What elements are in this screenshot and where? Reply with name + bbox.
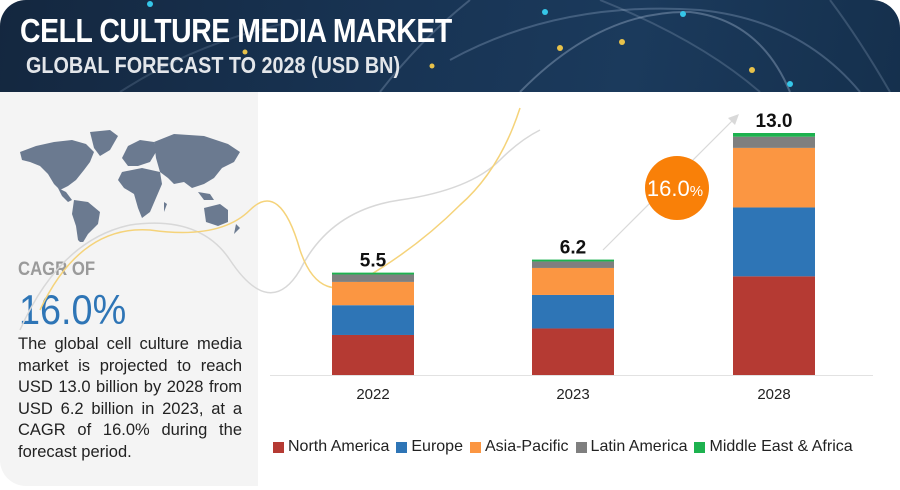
legend-item-north-america: North America bbox=[273, 438, 389, 456]
growth-badge: 16.0% bbox=[645, 156, 709, 220]
legend-item-asia-pacific: Asia-Pacific bbox=[469, 438, 569, 456]
legend-item-latin-america: Latin America bbox=[575, 438, 688, 456]
legend-label: North America bbox=[288, 438, 390, 455]
legend-label: Asia-Pacific bbox=[484, 438, 569, 455]
market-description: The global cell culture media market is … bbox=[18, 335, 242, 461]
legend-item-europe: Europe bbox=[396, 438, 463, 456]
bar-segment-2023-europe bbox=[532, 294, 614, 329]
bar-segment-2022-europe bbox=[332, 305, 414, 335]
legend-item-middle-east-africa: Middle East & Africa bbox=[694, 438, 853, 456]
growth-badge-circle bbox=[645, 156, 709, 220]
growth-arrow-head bbox=[728, 114, 739, 125]
legend-swatch bbox=[273, 441, 284, 453]
legend-swatch bbox=[469, 441, 481, 453]
total-label-2023: 6.2 bbox=[560, 238, 586, 259]
page-subtitle: GLOBAL FORECAST TO 2028 (USD BN) bbox=[26, 52, 401, 78]
bar-segment-2023-middle-east-africa bbox=[532, 259, 614, 262]
bar-segment-2028-north-america bbox=[733, 276, 815, 375]
total-label-2022: 5.5 bbox=[360, 251, 387, 272]
legend-label: Latin America bbox=[590, 438, 688, 455]
growth-badge-value: 16.0 bbox=[647, 176, 690, 201]
chart-legend: North America Europe Asia-Pacific Latin Ame… bbox=[273, 438, 853, 456]
total-label-2028: 13.0 bbox=[756, 111, 793, 132]
legend-label: Middle East & Africa bbox=[709, 438, 853, 455]
bar-segment-2028-europe bbox=[733, 207, 815, 277]
legend-swatch bbox=[694, 441, 706, 453]
fiber-optic-decoration bbox=[119, 0, 891, 92]
bar-segment-2022-asia-pacific bbox=[332, 281, 414, 306]
bar-segment-2022-latin-america bbox=[332, 274, 414, 282]
bar-segment-2028-latin-america bbox=[733, 136, 815, 148]
growth-badge-unit: % bbox=[690, 183, 703, 200]
bar-segment-2023-asia-pacific bbox=[532, 267, 614, 295]
bar-segment-2023-latin-america bbox=[532, 261, 614, 268]
bar-segment-2028-asia-pacific bbox=[733, 147, 815, 208]
legend-label: Europe bbox=[411, 438, 463, 455]
bar-segment-2022-middle-east-africa bbox=[332, 272, 414, 275]
bar-segment-2023-north-america bbox=[532, 328, 614, 375]
x-tick-label-2022: 2022 bbox=[356, 386, 389, 403]
legend-swatch bbox=[575, 441, 587, 453]
x-tick-label-2028: 2028 bbox=[757, 386, 790, 403]
growth-badge-text: 16.0% bbox=[647, 176, 703, 201]
bar-segment-2028-middle-east-africa bbox=[733, 133, 815, 137]
legend-swatch bbox=[396, 441, 408, 453]
x-tick-label-2023: 2023 bbox=[556, 386, 589, 403]
header-banner: CELL CULTURE MEDIA MARKET GLOBAL FORECAS… bbox=[0, 0, 900, 92]
bar-segment-2022-north-america bbox=[332, 334, 414, 375]
page-title: CELL CULTURE MEDIA MARKET bbox=[20, 12, 452, 49]
